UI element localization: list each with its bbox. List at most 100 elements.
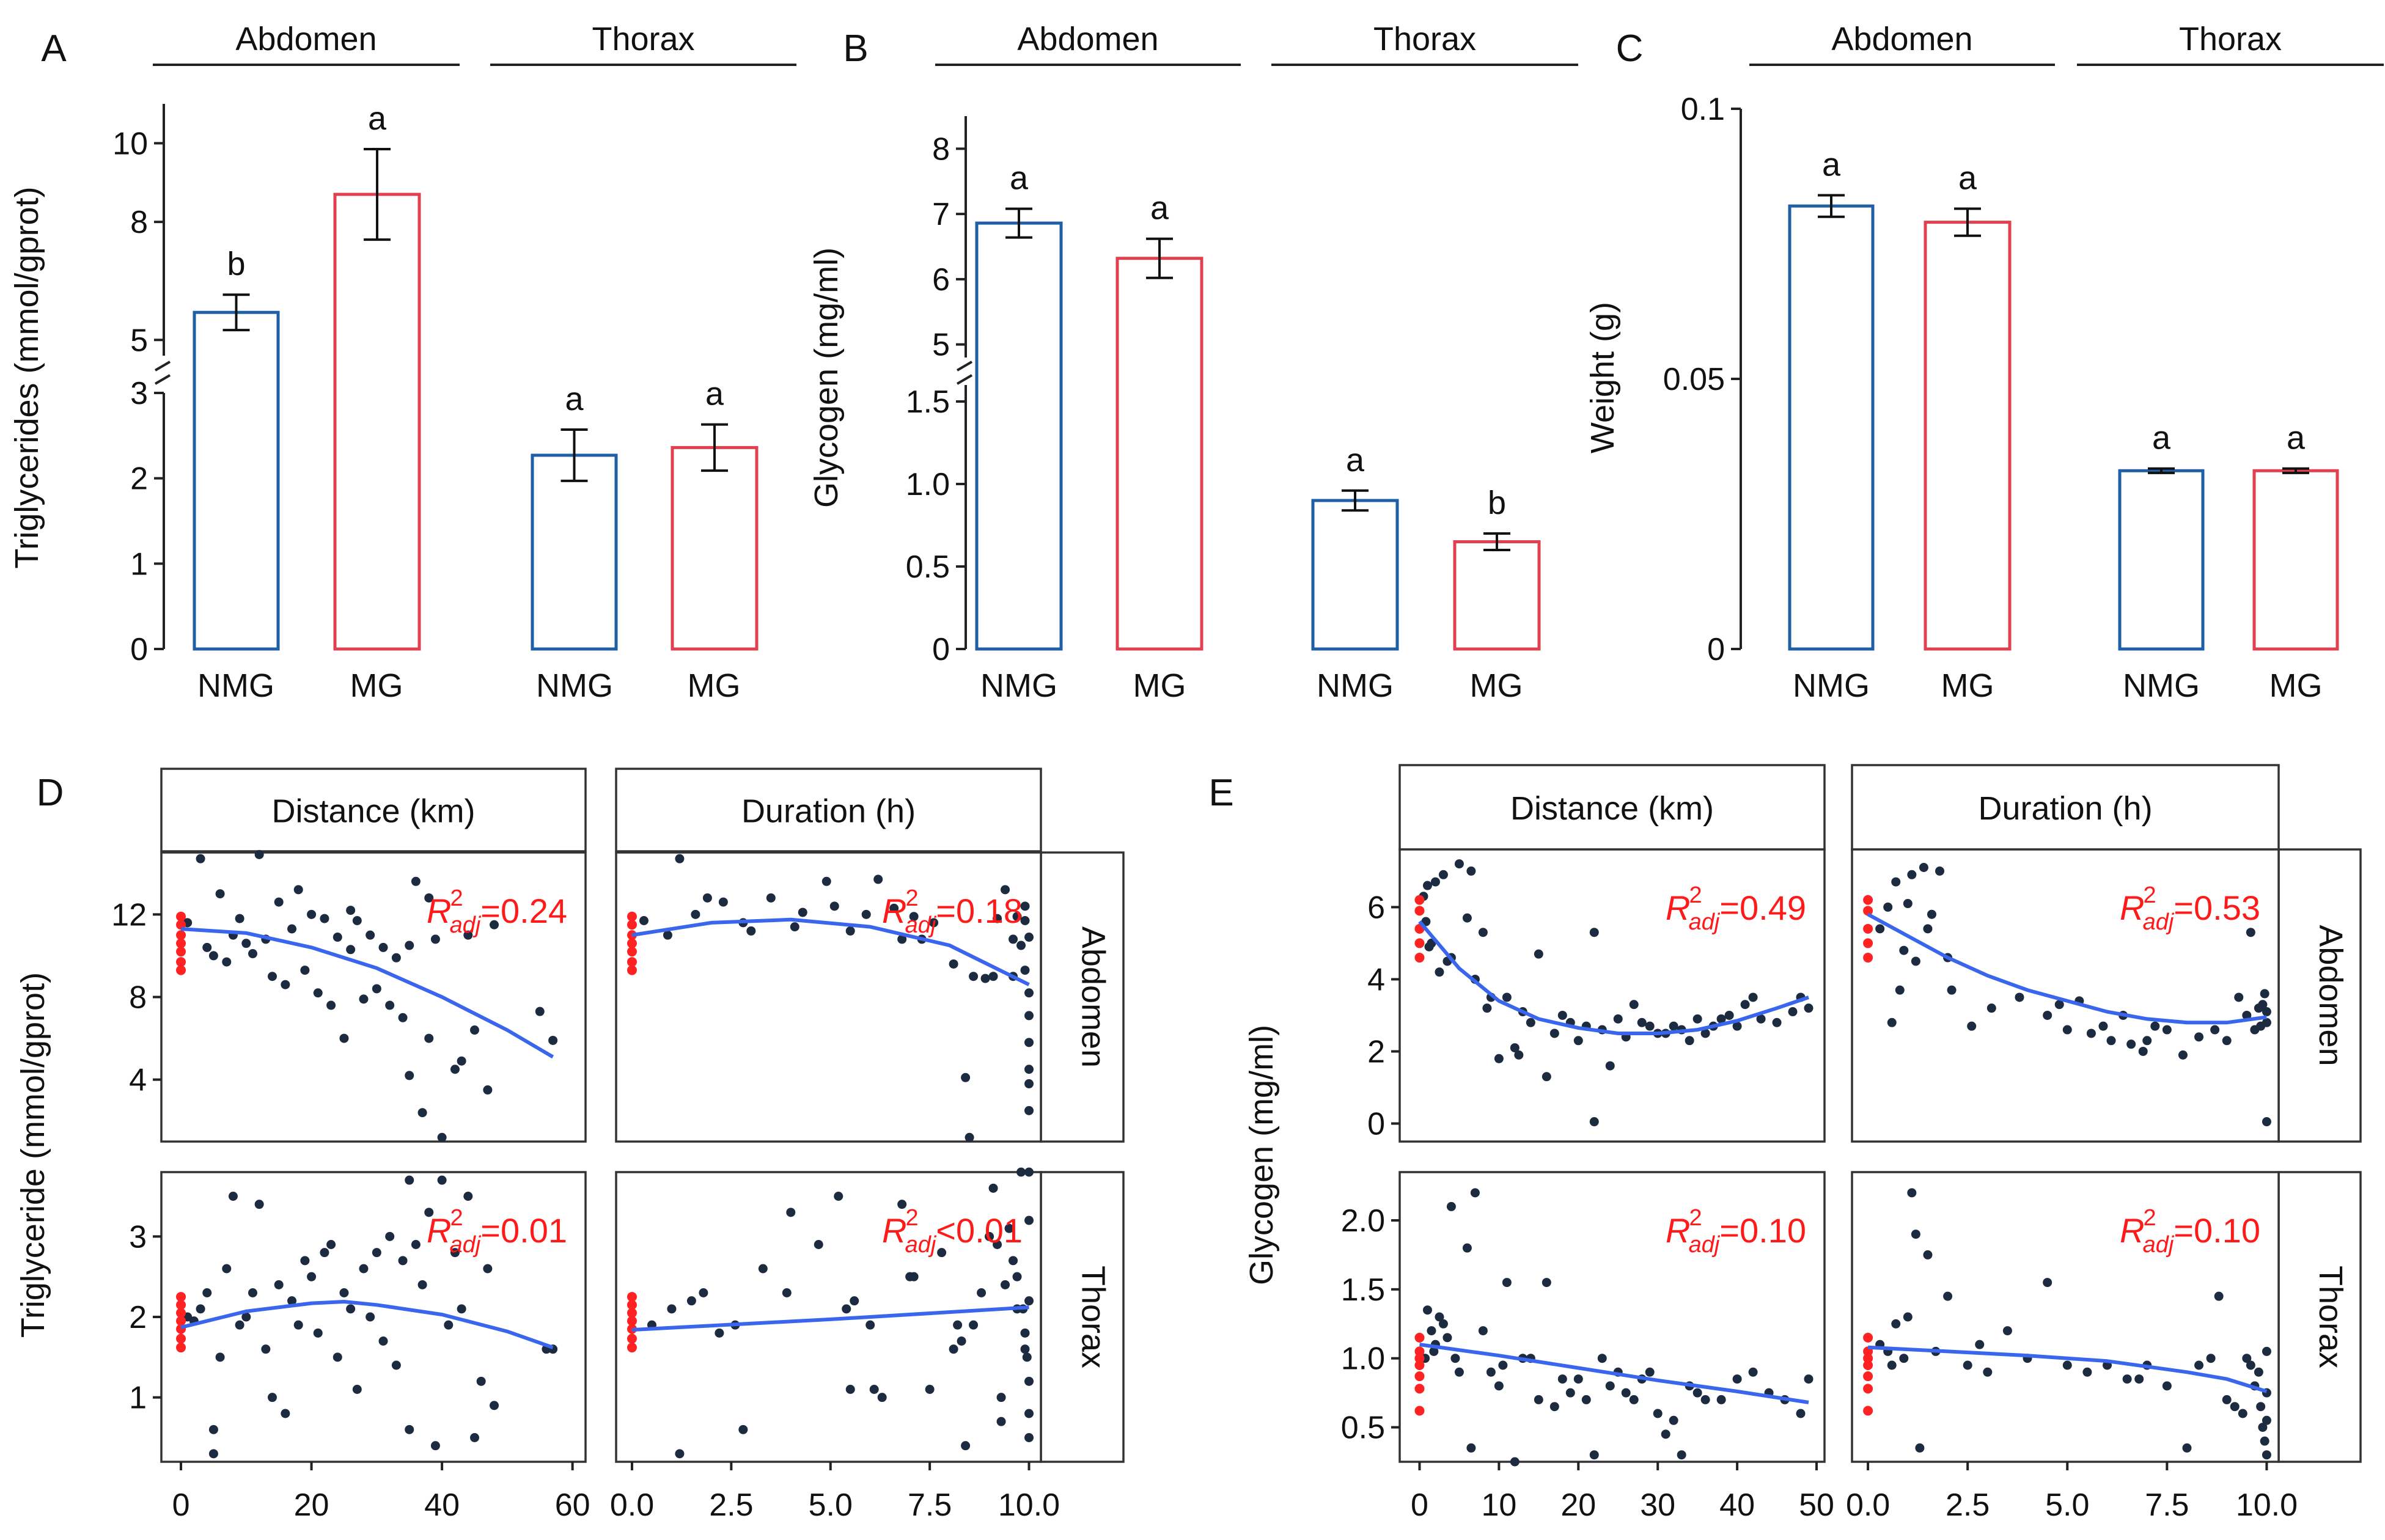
- data-point: [313, 988, 323, 998]
- scatter-panel-D: D Triglyceride (mmol/gprot) Distance (km) D…: [15, 768, 1125, 1523]
- data-point: [444, 1320, 454, 1330]
- data-point-control: [1863, 1360, 1873, 1370]
- significance-letter: b: [1488, 485, 1506, 521]
- data-point-control: [1863, 1384, 1873, 1394]
- data-point: [1024, 1011, 1034, 1021]
- data-point: [738, 1425, 748, 1434]
- x-tick-label: 10.0: [998, 1487, 1060, 1523]
- data-point: [961, 1072, 971, 1082]
- data-point: [2260, 989, 2269, 999]
- y-tick-label: 7: [932, 197, 950, 232]
- data-point: [2086, 1028, 2096, 1038]
- facet-panel: 0.0 2.5 5.0 7.5 10.0 R2 adj=0.10: [1846, 1171, 2298, 1523]
- data-point: [675, 1449, 685, 1459]
- group-header: Abdomen: [235, 21, 377, 57]
- data-point: [241, 939, 251, 948]
- data-point: [450, 1248, 460, 1258]
- data-point: [372, 984, 381, 994]
- data-point: [430, 934, 440, 944]
- fit-curve: [180, 927, 554, 1059]
- data-point: [287, 924, 297, 934]
- data-point: [2178, 1050, 2188, 1060]
- data-point: [2230, 1402, 2240, 1412]
- data-point: [366, 1312, 375, 1322]
- data-point: [254, 1200, 264, 1209]
- data-point: [411, 1240, 421, 1249]
- data-point: [274, 1280, 284, 1289]
- data-point: [2043, 1010, 2052, 1020]
- data-point: [1883, 902, 1893, 912]
- data-point: [1899, 945, 1909, 955]
- data-point: [1024, 1065, 1034, 1074]
- data-point: [430, 1441, 440, 1451]
- data-point: [985, 1231, 994, 1241]
- data-point: [1907, 870, 1917, 879]
- data-point: [1016, 941, 1026, 950]
- significance-letter: a: [1346, 442, 1365, 479]
- data-point: [988, 972, 998, 981]
- data-point-control: [1863, 895, 1873, 905]
- data-point: [424, 1208, 434, 1217]
- data-point: [2262, 1450, 2271, 1460]
- data-point-control: [176, 1316, 186, 1326]
- data-point: [1716, 1014, 1726, 1024]
- facet-strip-col: [160, 768, 587, 853]
- facet-strip-col: [1851, 764, 2280, 851]
- data-point: [1024, 1433, 1034, 1442]
- data-point: [483, 1085, 493, 1095]
- data-point: [2106, 1036, 2116, 1046]
- data-point: [2126, 1040, 2136, 1049]
- data-point: [235, 914, 244, 923]
- data-point: [1796, 1409, 1806, 1418]
- data-point: [2054, 1000, 2064, 1010]
- data-point-control: [1414, 1371, 1425, 1382]
- x-category-label: NMG: [980, 667, 1057, 704]
- data-point: [746, 926, 756, 936]
- data-point: [450, 1065, 460, 1074]
- data-point: [1903, 1312, 1913, 1322]
- data-point: [1804, 1374, 1814, 1384]
- data-point: [1001, 885, 1010, 895]
- data-point: [2142, 1036, 2152, 1046]
- significance-letter: a: [2152, 420, 2171, 457]
- data-point-control: [176, 947, 186, 957]
- x-category-label: MG: [1133, 667, 1186, 704]
- data-point: [869, 1385, 879, 1394]
- y-tick-label: 0.05: [1663, 362, 1725, 397]
- significance-letter: a: [1822, 146, 1841, 183]
- significance-letter: a: [705, 376, 724, 413]
- data-point: [1020, 1328, 1030, 1338]
- data-point: [965, 1132, 974, 1142]
- data-point-control: [1414, 1406, 1425, 1416]
- data-point: [2238, 1409, 2247, 1418]
- data-point: [398, 1013, 408, 1022]
- data-point: [215, 889, 225, 899]
- data-point-control: [627, 920, 637, 930]
- r2-annotation: R2 adj=0.24: [427, 886, 567, 938]
- data-point: [929, 918, 939, 928]
- data-point: [699, 1288, 708, 1297]
- data-point-control: [1414, 1332, 1425, 1343]
- x-tick-label: 7.5: [908, 1487, 952, 1523]
- axis-break-mark: [154, 374, 171, 385]
- data-point: [1716, 1395, 1726, 1404]
- x-category-label: NMG: [1317, 667, 1394, 704]
- data-point-control: [176, 965, 186, 975]
- data-point: [1430, 877, 1440, 887]
- data-point: [366, 930, 375, 940]
- data-point: [798, 908, 807, 917]
- data-point: [1887, 1018, 1897, 1027]
- data-point: [1549, 1402, 1559, 1412]
- data-point: [993, 914, 1002, 923]
- x-tick-label: 0: [1411, 1487, 1428, 1523]
- data-point: [1621, 1388, 1631, 1398]
- data-point: [845, 926, 855, 936]
- data-point: [300, 1256, 310, 1266]
- data-point: [202, 1288, 212, 1297]
- facet-strip-row: [1040, 1171, 1125, 1463]
- x-tick-label: 60: [555, 1487, 590, 1523]
- facet-panel-frame: [1398, 1171, 1826, 1463]
- data-point: [889, 903, 899, 913]
- fit-curve: [1867, 1345, 2268, 1393]
- data-point: [1975, 1340, 1985, 1349]
